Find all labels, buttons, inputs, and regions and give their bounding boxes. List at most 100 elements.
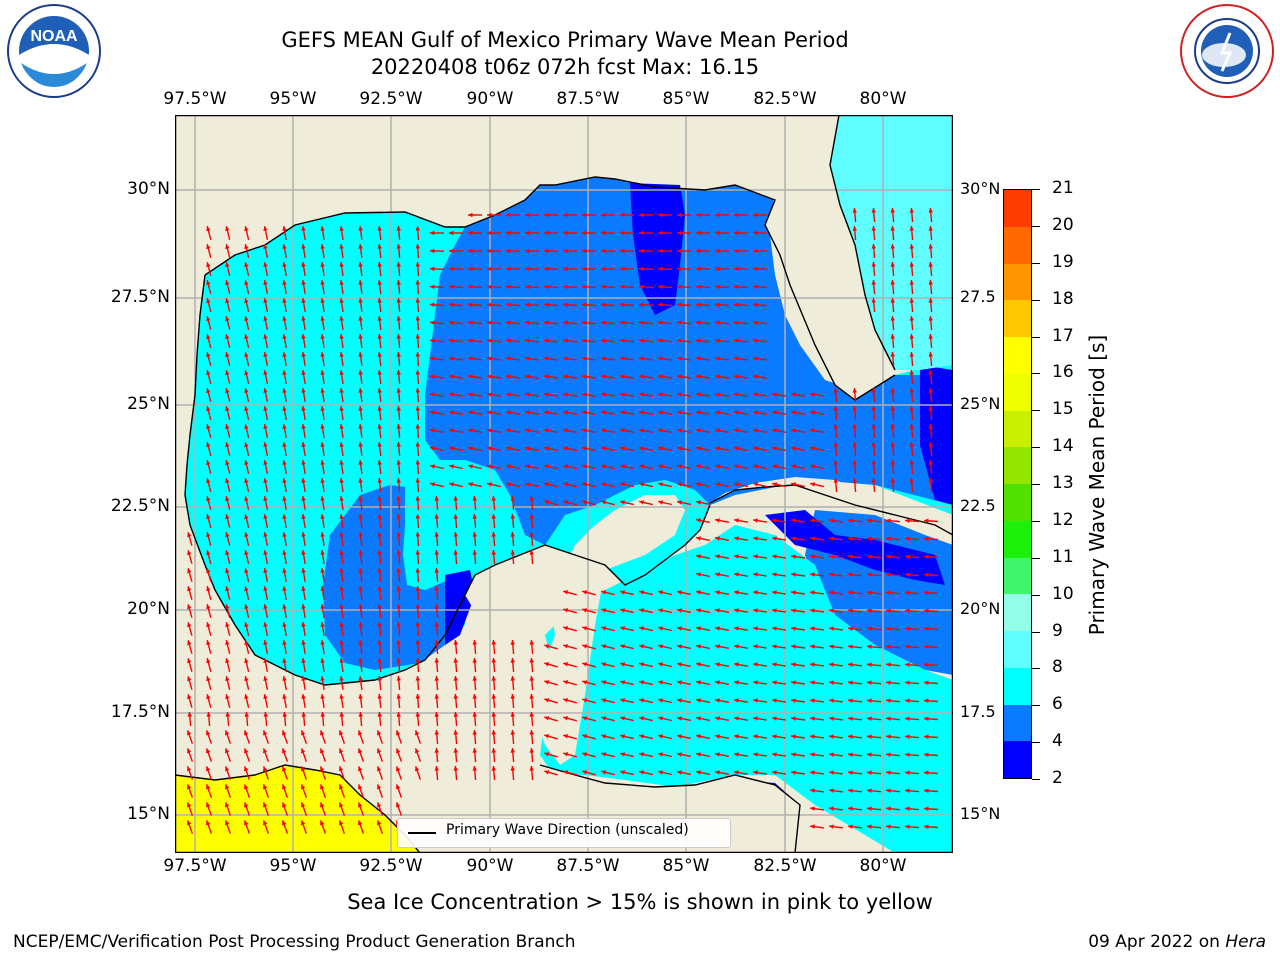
wave-arrow-head: [753, 266, 758, 272]
wave-arrow-head: [282, 532, 287, 537]
wave-arrow-head: [658, 626, 663, 631]
wave-arrow-head: [282, 370, 287, 375]
wave-arrow-head: [449, 356, 454, 361]
legend-label: Primary Wave Direction (unscaled): [446, 822, 689, 838]
wave-arrow-head: [282, 262, 287, 267]
wave-arrow-head: [396, 586, 401, 591]
wave-arrow-head: [263, 712, 268, 717]
wave-arrow-head: [449, 482, 455, 487]
wave-arrow-head: [263, 352, 268, 357]
wave-arrow-head: [396, 514, 401, 519]
wave-arrow-head: [339, 676, 344, 681]
wave-arrow-head: [282, 730, 287, 736]
wave-arrow-head: [472, 532, 477, 537]
wave-arrow-head: [753, 428, 758, 433]
wave-arrow-head: [510, 730, 515, 735]
wave-arrow-head: [734, 230, 739, 236]
colorbar-tickmark: [1032, 447, 1040, 449]
wave-arrow-head: [867, 644, 872, 649]
lon-label-bottom: 80°W: [859, 856, 907, 876]
wave-arrow-head: [263, 406, 268, 411]
wave-arrow-head: [282, 226, 287, 231]
wave-arrow-head: [206, 424, 211, 430]
wave-arrow-head: [430, 248, 435, 254]
wave-arrow-head: [282, 424, 287, 429]
wave-arrow-head: [301, 604, 306, 609]
wave-arrow-head: [658, 752, 663, 757]
wave-arrow-head: [320, 514, 325, 519]
wave-arrow-head: [639, 302, 644, 308]
wave-arrow-head: [886, 734, 891, 739]
wave-arrow-head: [909, 262, 914, 267]
wave-arrow-head: [829, 806, 834, 811]
wave-arrow-head: [886, 788, 891, 793]
colorbar-tick-label: 2: [1052, 768, 1063, 788]
wave-arrow-head: [582, 662, 588, 667]
wave-arrow-head: [244, 280, 249, 285]
wave-arrow-head: [696, 590, 701, 595]
wave-arrow-head: [339, 550, 344, 555]
wave-arrow-head: [529, 712, 534, 717]
wave-arrow-head: [928, 244, 933, 249]
wave-arrow-head: [449, 320, 454, 325]
wave-arrow-head: [320, 262, 325, 267]
wave-arrow-head: [415, 388, 421, 393]
wave-arrow-head: [339, 226, 344, 231]
wave-arrow-head: [905, 536, 910, 541]
wave-arrow-head: [677, 482, 683, 487]
wave-arrow-head: [225, 424, 230, 430]
wave-arrow-head: [430, 392, 435, 397]
wave-arrow-head: [772, 464, 777, 469]
wave-arrow-head: [225, 604, 230, 610]
wave-arrow-head: [206, 298, 211, 304]
wave-arrow-head: [263, 586, 268, 591]
wave-arrow-head: [434, 550, 439, 555]
wave-arrow-head: [890, 298, 895, 303]
wave-arrow-head: [677, 230, 682, 236]
wave-arrow-head: [909, 478, 914, 483]
wave-arrow-head: [658, 374, 663, 379]
wave-arrow-head: [415, 694, 421, 699]
wave-arrow-head: [491, 712, 496, 717]
wave-arrow-head: [244, 766, 249, 772]
wave-arrow-head: [833, 442, 838, 447]
wave-arrow-head: [544, 428, 549, 433]
wave-arrow-head: [871, 298, 876, 303]
wave-arrow-head: [871, 262, 876, 267]
colorbar-segment: [1004, 373, 1031, 411]
wave-arrow-head: [848, 662, 853, 667]
wave-arrow-head: [358, 784, 363, 790]
wave-arrow-head: [582, 752, 588, 757]
wave-arrow-head: [563, 284, 568, 290]
wave-arrow-head: [734, 680, 739, 685]
wave-arrow-head: [677, 590, 682, 595]
wave-arrow-head: [734, 284, 739, 290]
wave-arrow-head: [396, 442, 401, 447]
wave-arrow-head: [396, 244, 401, 249]
wave-arrow-head: [491, 550, 496, 555]
land-cuba: [710, 477, 953, 535]
wave-arrow-head: [582, 770, 588, 775]
wave-arrow-head: [696, 644, 701, 649]
wave-arrow-head: [225, 622, 230, 628]
wave-arrow-head: [734, 212, 739, 218]
wave-arrow-head: [924, 788, 929, 794]
wave-arrow-head: [928, 316, 933, 321]
wave-arrow-head: [696, 464, 701, 469]
wave-arrow-head: [833, 388, 838, 393]
wave-arrow-head: [886, 572, 891, 577]
wave-arrow-head: [339, 730, 344, 736]
wave-arrow-head: [396, 460, 401, 465]
lat-label-left: 20°N: [127, 599, 170, 619]
wave-arrow-head: [415, 244, 421, 249]
wave-arrow-head: [415, 640, 421, 645]
wave-arrow-head: [320, 784, 325, 790]
wave-arrow-head: [206, 622, 211, 628]
wave-arrow-head: [696, 212, 701, 218]
wave-arrow-head: [377, 694, 382, 699]
wave-arrow-head: [890, 334, 895, 339]
wave-arrow-head: [677, 446, 682, 451]
wave-arrow-head: [358, 280, 363, 285]
wave-arrow-head: [715, 752, 720, 757]
wave-arrow-head: [867, 734, 872, 739]
